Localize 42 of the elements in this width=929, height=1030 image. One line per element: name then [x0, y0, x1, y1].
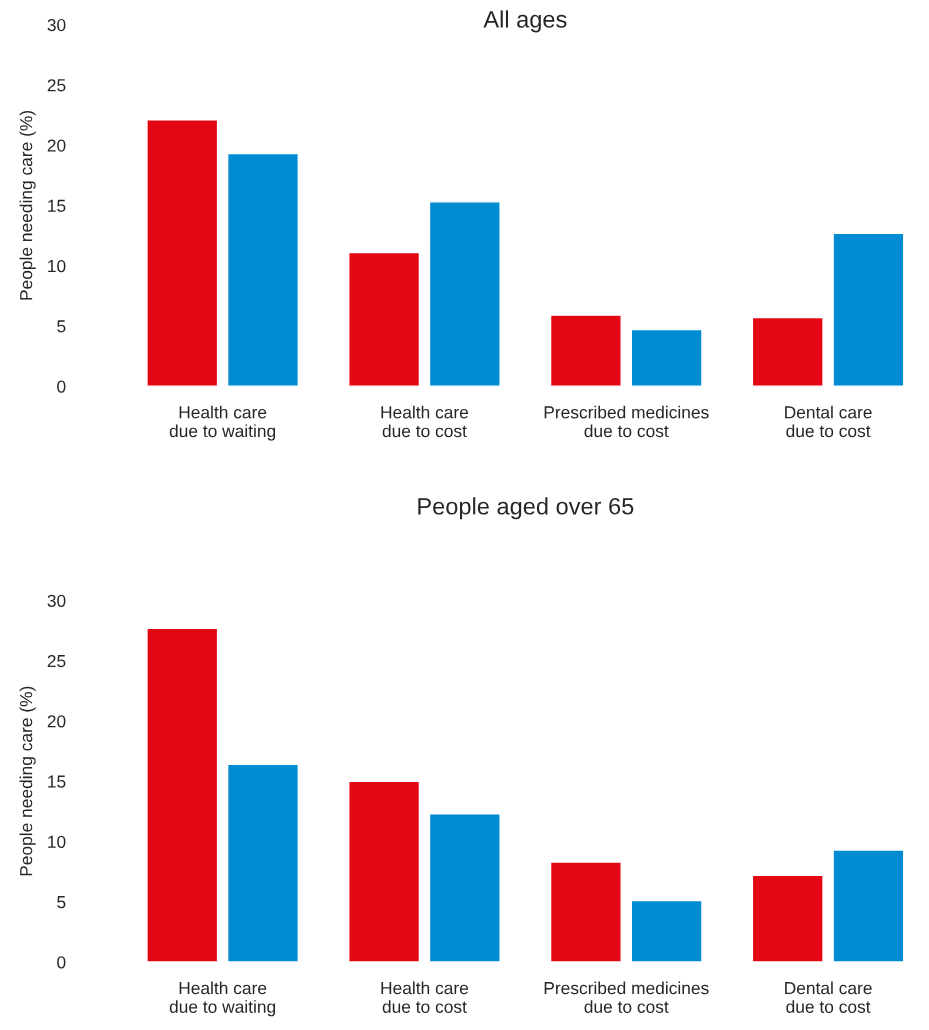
y-tick-label: 10: [48, 835, 66, 848]
bar: [226, 763, 299, 963]
x-tick-label: Health care due to cost: [381, 981, 469, 1013]
x-tick-label: Health care due to cost: [381, 405, 469, 438]
y-tick-label: 30: [47, 594, 66, 607]
y-tick-label: 30: [47, 18, 66, 32]
bar: [549, 861, 622, 963]
bar: [549, 314, 622, 387]
x-tick-label: Prescribed medicines due to cost: [544, 405, 709, 438]
y-tick-label: 15: [48, 775, 66, 788]
y-tick-label: 20: [47, 139, 66, 152]
bar: [832, 849, 905, 963]
y-tick-label: 20: [47, 715, 66, 728]
x-tick-label: Health care due to waiting: [169, 405, 276, 441]
y-tick-label: 10: [48, 259, 66, 273]
x-tick-label: Prescribed medicines due to cost: [544, 981, 709, 1013]
bar: [146, 627, 219, 963]
y-tick-label: 5: [57, 320, 66, 333]
y-tick-label: 25: [47, 654, 66, 668]
bar: [428, 201, 501, 387]
x-tick-label: Health care due to waiting: [169, 981, 276, 1017]
bar: [348, 780, 421, 963]
bar: [146, 119, 219, 387]
y-axis-title: People needing care (%): [19, 111, 36, 300]
chart-title: People aged over 65: [418, 497, 634, 520]
bar: [226, 152, 299, 387]
bar: [428, 813, 501, 963]
bar: [751, 874, 824, 963]
bar: [630, 328, 703, 387]
bar: [751, 316, 824, 387]
x-tick-label: Dental care due to cost: [785, 981, 872, 1013]
y-axis-title: People needing care (%): [19, 686, 36, 876]
y-tick-label: 5: [57, 896, 66, 909]
bar: [348, 251, 421, 387]
y-tick-label: 25: [47, 79, 66, 92]
y-tick-label: 0: [57, 380, 66, 393]
y-tick-label: 15: [48, 199, 66, 212]
y-tick-label: 0: [57, 956, 66, 969]
bar: [832, 232, 905, 387]
bar: [630, 899, 703, 963]
chart-title: All ages: [483, 10, 567, 33]
x-tick-label: Dental care due to cost: [785, 405, 872, 438]
